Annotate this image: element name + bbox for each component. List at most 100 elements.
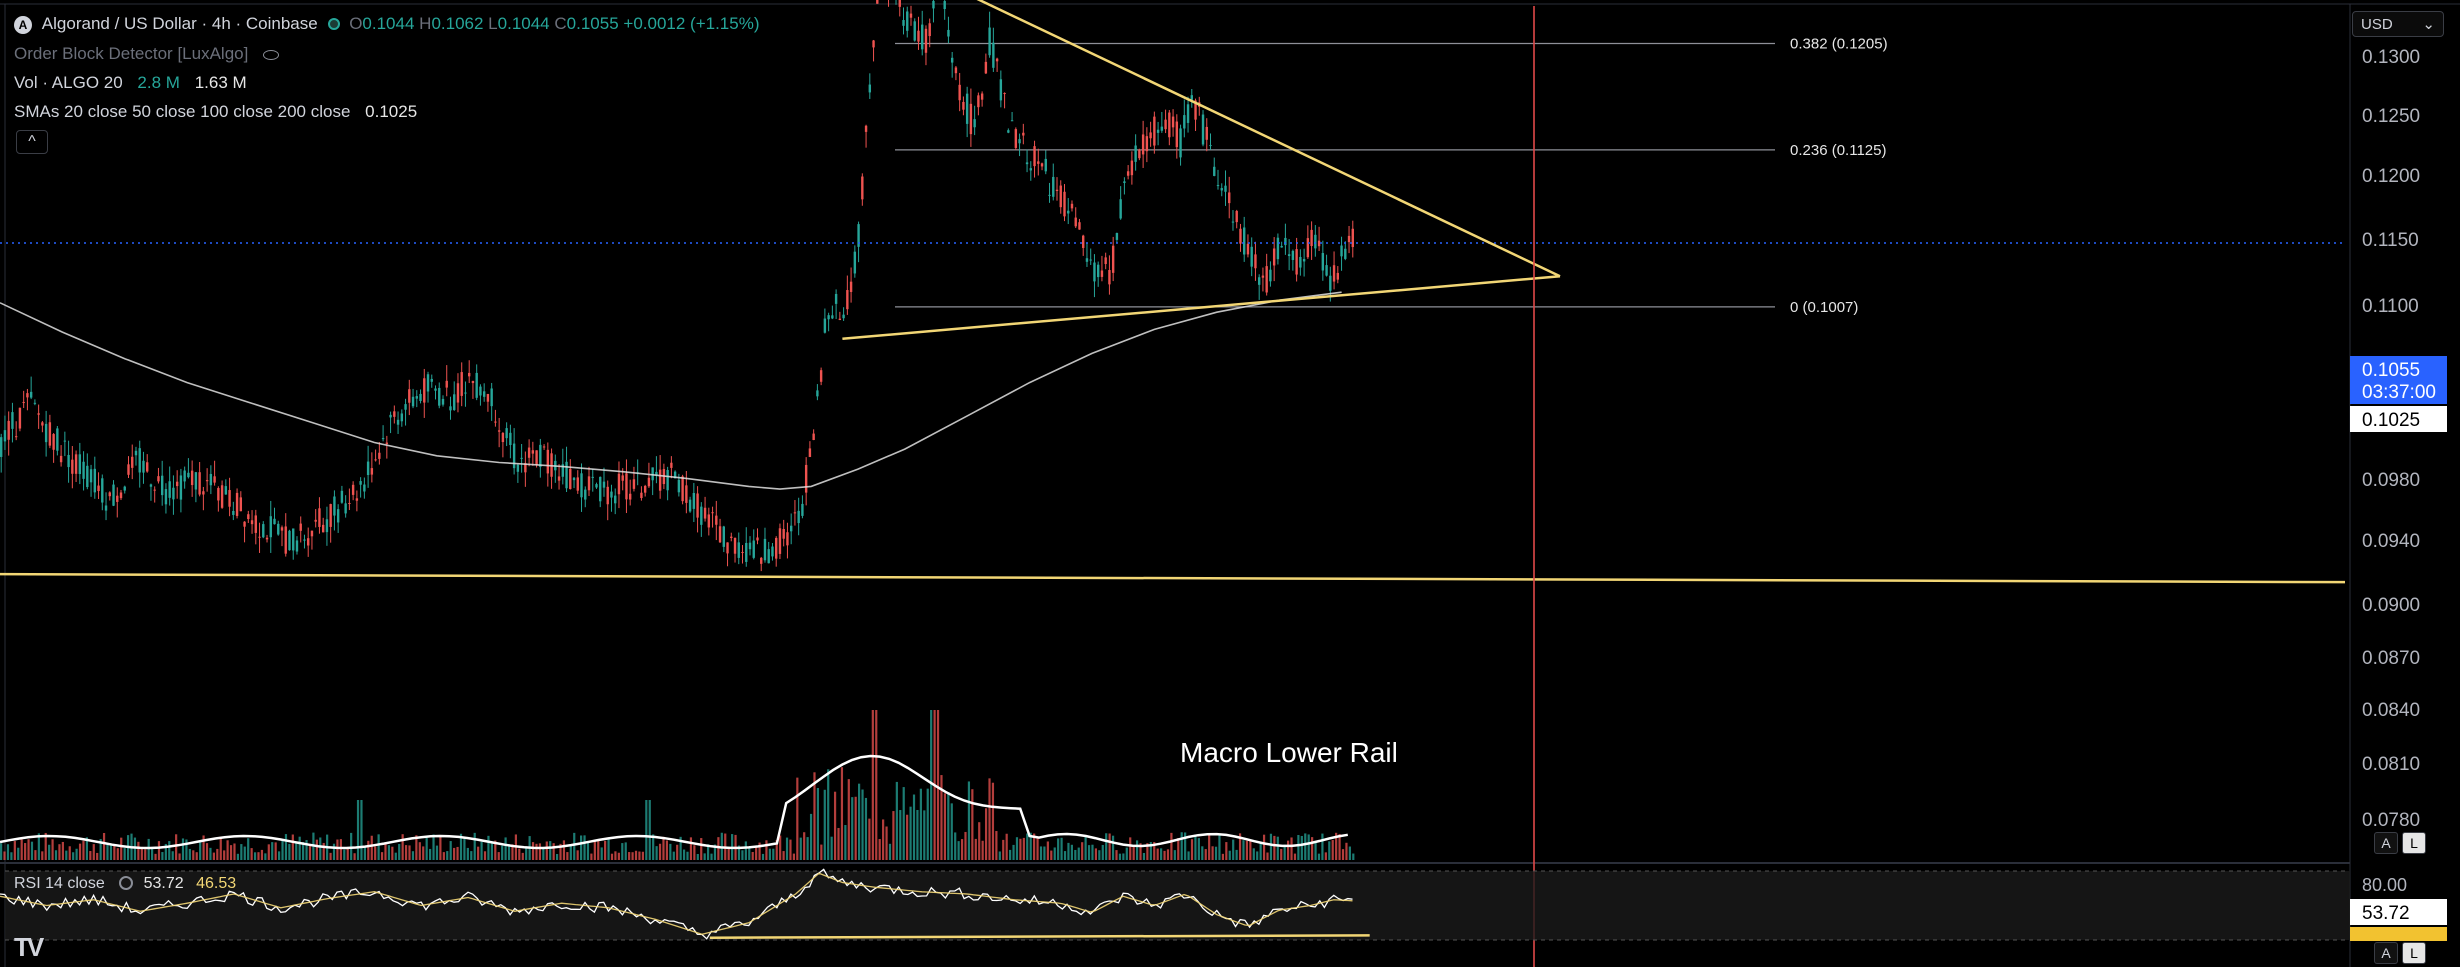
volume-bar — [277, 851, 281, 860]
candle-body — [1287, 254, 1291, 257]
candle-body — [1183, 115, 1186, 129]
sma-legend[interactable]: SMAs 20 close 50 close 100 close 200 clo… — [14, 102, 417, 122]
volume-bar — [744, 841, 747, 860]
volume-bar — [3, 851, 6, 860]
volume-bar — [858, 783, 861, 860]
rsi-auto-scale-button[interactable]: A — [2374, 942, 2398, 964]
candle-body — [56, 428, 59, 451]
volume-bar — [483, 851, 487, 860]
candle-body — [1078, 222, 1081, 230]
high-label: H — [419, 14, 432, 33]
candle-body — [775, 537, 778, 559]
collapse-legend-button[interactable]: ^ — [16, 130, 48, 154]
candle-body — [1321, 253, 1325, 271]
currency-select[interactable]: USD ⌄ — [2352, 11, 2444, 37]
candle-body — [1276, 237, 1280, 260]
volume-bar — [1317, 853, 1321, 860]
candle-body — [756, 537, 759, 541]
candle-body — [943, 1, 946, 10]
candle-body — [1138, 149, 1141, 159]
candle-body — [1029, 168, 1032, 171]
price-tick-label: 0.1250 — [2362, 106, 2420, 127]
candle-body — [101, 478, 104, 503]
candle-body — [363, 484, 366, 492]
volume-bar — [1221, 853, 1224, 860]
volume-bar — [597, 840, 600, 860]
volume-bar — [988, 778, 991, 860]
volume-bar — [332, 843, 336, 860]
volume-bar — [188, 848, 191, 860]
candle-body — [1089, 259, 1092, 261]
volume-bar — [267, 844, 270, 860]
candle-body — [737, 542, 740, 558]
volume-bar — [899, 810, 902, 860]
candle-body — [134, 450, 138, 456]
order-block-legend[interactable]: Order Block Detector [LuxAlgo] — [14, 44, 280, 64]
volume-bar — [672, 851, 675, 860]
candle-body — [718, 526, 722, 543]
candle-body — [494, 421, 497, 423]
tradingview-logo[interactable]: TV — [14, 932, 44, 962]
volume-bar — [782, 851, 785, 860]
candle-body — [14, 436, 18, 438]
rsi-log-scale-button[interactable]: L — [2402, 942, 2426, 964]
volume-bar — [1053, 847, 1056, 860]
volume-bar — [1166, 849, 1170, 860]
volume-bar — [775, 840, 778, 860]
candle-body — [921, 24, 924, 50]
candle-body — [561, 464, 564, 477]
symbol-title[interactable]: Algorand / US Dollar · 4h · Coinbase — [41, 14, 318, 33]
order-block-label: Order Block Detector [LuxAlgo] — [14, 44, 249, 63]
auto-scale-button[interactable]: A — [2374, 832, 2398, 854]
candle-body — [453, 394, 456, 410]
candle-body — [344, 503, 347, 514]
candle-body — [314, 519, 317, 522]
candle-body — [730, 536, 733, 539]
volume-bar — [133, 837, 137, 860]
volume-bar — [17, 847, 20, 860]
log-scale-button[interactable]: L — [2402, 832, 2426, 854]
candle-body — [1291, 250, 1295, 260]
candle-body — [752, 540, 755, 558]
candle-body — [1344, 248, 1347, 259]
volume-bar — [717, 837, 720, 860]
volume-bar — [693, 845, 696, 860]
trendline-drawings[interactable]: Macro Lower Rail — [0, 0, 2346, 967]
volume-legend[interactable]: Vol · ALGO 20 2.8 M 1.63 M — [14, 73, 247, 93]
candle-body — [685, 485, 688, 503]
candle-body — [524, 463, 527, 473]
volume-bar — [638, 851, 641, 860]
fib-retracement[interactable]: 0.618 (0.1346)0.5 (0.1274)0.382 (0.1205)… — [895, 0, 1888, 316]
candle-body — [584, 489, 587, 500]
volume-bar — [1262, 834, 1266, 860]
candle-body — [1108, 270, 1111, 285]
volume-bar — [1149, 842, 1152, 860]
volume-bar — [229, 845, 233, 860]
open-label: O — [349, 14, 363, 33]
candle-body — [370, 468, 374, 475]
volume-bar — [1009, 849, 1012, 860]
volume-bar — [1249, 840, 1252, 860]
hidden-eye-icon[interactable] — [263, 50, 280, 60]
rsi-legend[interactable]: RSI 14 close 53.72 46.53 — [14, 875, 236, 893]
candle-body — [93, 468, 96, 493]
candle-body — [595, 484, 598, 488]
volume-bar — [408, 845, 411, 860]
volume-bar — [617, 852, 620, 860]
candle-body — [947, 29, 950, 37]
volume-bar — [888, 843, 892, 860]
price-axis[interactable]: 0.1300 0.1250 0.1200 0.1150 0.1100 0.0980 0.09… — [2350, 47, 2447, 941]
volume-bar — [1125, 847, 1128, 860]
volume-bar — [1087, 845, 1091, 860]
volume-bar — [1022, 837, 1025, 860]
volume-bar — [185, 839, 188, 860]
candle-body — [804, 464, 808, 493]
current-price-tag — [2350, 356, 2447, 404]
volume-bar — [353, 853, 356, 860]
volume-bar — [652, 834, 655, 860]
candle-body — [198, 472, 201, 495]
candle-body — [703, 507, 707, 519]
price-tick-label: 0.0840 — [2362, 700, 2420, 721]
volume-bar — [796, 777, 799, 860]
